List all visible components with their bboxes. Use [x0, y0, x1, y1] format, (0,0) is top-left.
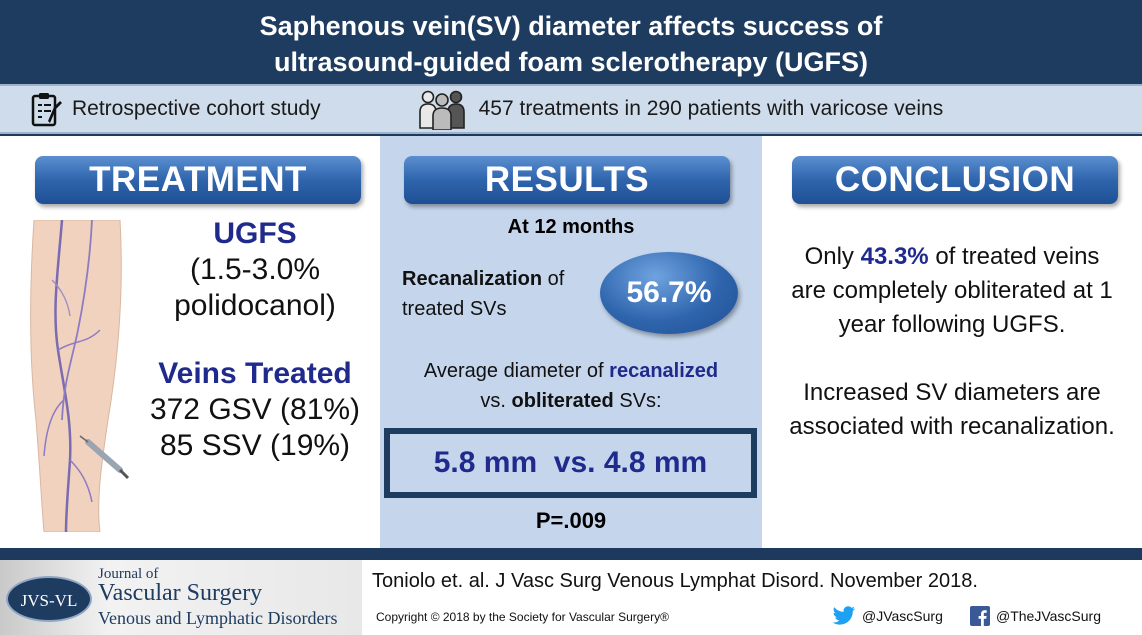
study-info-bar: Retrospective cohort study 457 treatment…	[0, 84, 1142, 134]
twitter-handle-text: @JVascSurg	[862, 608, 943, 624]
leg-illustration	[30, 220, 130, 532]
avg-vs-text: vs.	[480, 390, 512, 412]
c1-post: of treated veins	[928, 243, 1100, 270]
treatment-details: UGFS (1.5-3.0% polidocanol) Veins Treate…	[130, 216, 380, 464]
title-line-2: ultrasound-guided foam sclerotherapy (UG…	[273, 47, 869, 77]
c2-line-2: associated with recanalization.	[789, 413, 1115, 440]
ssv-count: 85 SSV (19%)	[159, 429, 351, 462]
recanalization-of: of	[542, 268, 565, 290]
diameter-box: 5.8 mm vs. 4.8 mm	[384, 428, 757, 498]
citation-panel: Toniolo et. al. J Vasc Surg Venous Lymph…	[362, 560, 1142, 635]
clipboard-icon	[31, 93, 62, 127]
recanalization-line-2: treated SVs	[402, 298, 507, 320]
facebook-handle-text: @TheJVascSurg	[996, 608, 1101, 624]
veins-treated-heading: Veins Treated	[158, 357, 352, 390]
results-heading: RESULTS	[404, 156, 730, 204]
average-diameter-label: Average diameter of recanalized vs. obli…	[380, 356, 762, 416]
c2-line-1: Increased SV diameters are	[803, 379, 1101, 406]
avg-post-text: SVs:	[613, 390, 662, 412]
citation-text: Toniolo et. al. J Vasc Surg Venous Lymph…	[372, 570, 978, 592]
avg-obliterated-text: obliterated	[511, 390, 614, 412]
recanalization-word: Recanalization	[402, 268, 543, 290]
facebook-handle[interactable]: @TheJVascSurg	[970, 606, 1101, 626]
c1-percent: 43.3%	[860, 243, 929, 270]
concentration-line-1: (1.5-3.0%	[189, 253, 321, 286]
diameter-values: 5.8 mm vs. 4.8 mm	[390, 434, 751, 492]
results-column: RESULTS At 12 months Recanalization of t…	[380, 136, 762, 548]
c1-pre: Only	[804, 243, 861, 270]
c1-line-2: are completely obliterated at 1	[791, 277, 1113, 304]
jvs-vl-badge: JVS-VL	[6, 576, 92, 622]
c1-line-3: year following UGFS.	[838, 311, 1066, 338]
copyright-text: Copyright © 2018 by the Society for Vasc…	[376, 610, 669, 624]
gsv-count: 372 GSV (81%)	[149, 393, 361, 426]
avg-pre-text: Average diameter of	[423, 360, 610, 382]
treatment-column: TREATMENT UGFS (1.5-3.0% polidocanol) Ve…	[0, 136, 380, 548]
p-value: P=.009	[535, 508, 607, 533]
journal-sub-text: Venous and Lymphatic Disorders	[98, 608, 338, 628]
conclusion-text: Only 43.3% of treated veins are complete…	[762, 240, 1142, 444]
population-item: 457 treatments in 290 patients with vari…	[417, 88, 944, 130]
timepoint-label: At 12 months	[507, 216, 635, 238]
population-text: 457 treatments in 290 patients with vari…	[478, 97, 944, 120]
conclusion-column: CONCLUSION Only 43.3% of treated veins a…	[762, 136, 1142, 548]
facebook-icon	[970, 606, 990, 626]
study-type-text: Retrospective cohort study	[72, 97, 321, 120]
treatment-agent: UGFS	[213, 217, 297, 250]
twitter-handle[interactable]: @JVascSurg	[832, 606, 943, 626]
title-line-1: Saphenous vein(SV) diameter affects succ…	[259, 11, 883, 41]
patients-group-icon	[418, 90, 465, 130]
recanalization-label: Recanalization of treated SVs	[402, 264, 564, 324]
journal-of-text: Journal of	[98, 566, 159, 582]
conclusion-heading: CONCLUSION	[792, 156, 1118, 204]
journal-logo: JVS-VL Journal of Vascular Surgery Venou…	[0, 560, 362, 635]
avg-recanalized-text: recanalized	[609, 360, 719, 382]
treatment-heading: TREATMENT	[35, 156, 361, 204]
recanalization-rate-badge: 56.7%	[600, 252, 738, 334]
concentration-line-2: polidocanol)	[174, 289, 336, 322]
study-type-item: Retrospective cohort study	[30, 91, 321, 127]
header-banner: Saphenous vein(SV) diameter affects succ…	[0, 0, 1142, 84]
twitter-icon	[832, 606, 855, 625]
journal-name-text: Vascular Surgery	[98, 580, 263, 606]
